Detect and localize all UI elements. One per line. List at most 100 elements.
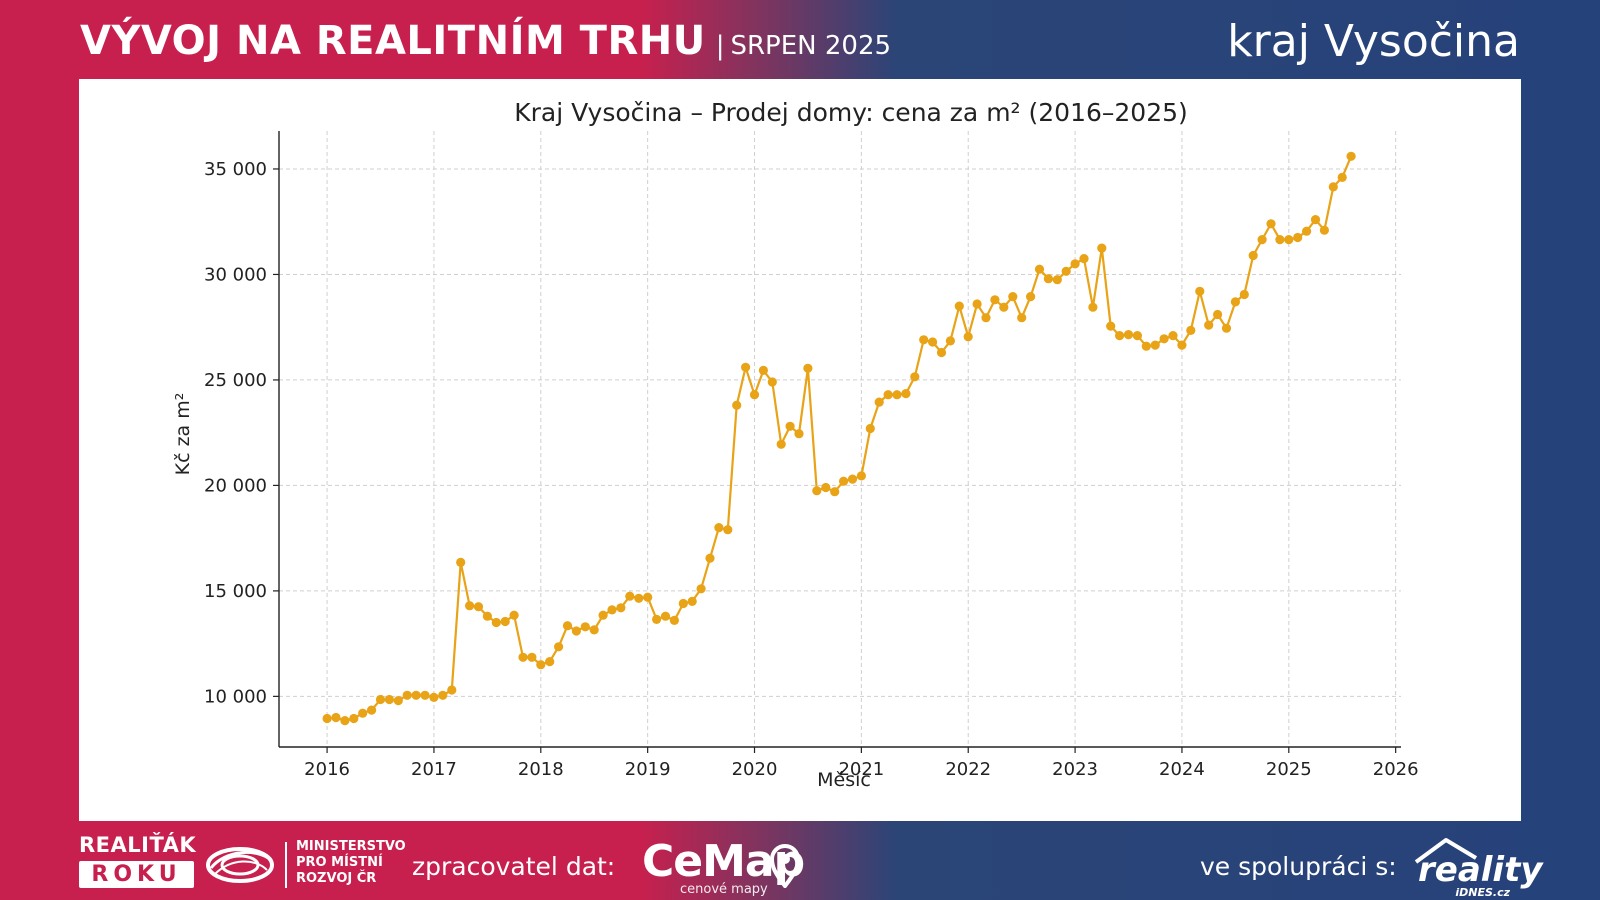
data-point — [580, 622, 590, 632]
ministry-line-2: PRO MÍSTNÍ — [296, 855, 383, 870]
data-point — [1052, 275, 1062, 285]
y-tick-label: 15 000 — [204, 581, 267, 602]
region-label: kraj Vysočina — [1227, 16, 1520, 67]
data-point — [1346, 151, 1356, 161]
data-point — [1337, 172, 1347, 182]
data-point — [794, 429, 804, 439]
ministry-divider — [285, 842, 287, 888]
data-point — [669, 615, 680, 626]
data-point — [1302, 226, 1312, 236]
data-point — [643, 592, 653, 602]
chart-title: Kraj Vysočina – Prodej domy: cena za m² … — [514, 98, 1188, 127]
x-tick-label: 2017 — [411, 759, 457, 780]
data-point — [749, 390, 760, 400]
axes-layer — [278, 131, 1401, 748]
data-point — [1230, 297, 1240, 307]
data-point — [447, 685, 457, 695]
data-point — [1088, 302, 1098, 312]
ministry-line-1: MINISTERSTVO — [296, 839, 406, 854]
page-title: VÝVOJ NA REALITNÍM TRHU — [80, 18, 706, 64]
data-point — [847, 474, 858, 484]
cooperation-label: ve spolupráci s: — [1200, 852, 1397, 881]
data-point — [954, 301, 964, 311]
data-point — [1097, 243, 1107, 253]
data-point — [1115, 331, 1125, 341]
data-point — [1275, 235, 1285, 245]
map-pin-icon — [770, 844, 800, 888]
data-point — [803, 363, 813, 373]
data-point — [536, 660, 546, 670]
data-point — [509, 610, 519, 620]
data-point — [687, 596, 697, 607]
x-tick-label: 2019 — [625, 759, 671, 780]
data-point — [322, 713, 332, 724]
reality-name: reality — [1418, 850, 1543, 890]
data-point — [1132, 331, 1142, 341]
data-point — [821, 482, 831, 493]
data-point — [500, 616, 510, 627]
data-point — [1248, 250, 1258, 261]
data-point — [1221, 323, 1232, 333]
reality-idnes-logo[interactable]: reality iDNES.cz — [1412, 836, 1543, 899]
data-point — [554, 642, 564, 652]
cemap-tagline: cenové mapy — [680, 882, 768, 897]
data-point — [393, 696, 403, 706]
data-point — [402, 690, 412, 700]
data-point — [1239, 289, 1249, 300]
data-point — [839, 476, 849, 486]
realitak-logo-bottom: ROKU — [79, 861, 194, 888]
data-point — [571, 626, 581, 636]
data-point — [1150, 340, 1160, 350]
data-point — [723, 525, 733, 535]
data-point — [527, 652, 537, 662]
data-point — [375, 694, 386, 705]
data-point — [883, 390, 893, 400]
data-point — [1293, 232, 1303, 243]
reality-domain: iDNES.cz — [1455, 886, 1510, 899]
data-point — [660, 611, 671, 621]
data-point — [625, 591, 635, 601]
y-tick-label: 25 000 — [204, 370, 267, 391]
data-point — [1266, 219, 1276, 229]
data-point — [1168, 331, 1178, 341]
data-point — [856, 471, 867, 481]
series-line — [326, 155, 1353, 722]
data-point — [714, 523, 724, 533]
data-point — [963, 332, 973, 342]
ministry-name: MINISTERSTVO PRO MÍSTNÍ ROZVOJ ČR — [296, 839, 416, 887]
data-point — [1034, 264, 1045, 274]
data-point — [1213, 309, 1223, 320]
data-point — [678, 598, 688, 609]
realitak-roku-logo[interactable]: REALIŤÁK ROKU — [79, 833, 196, 888]
x-tick-label: 2016 — [304, 759, 350, 780]
chart-panel: 2016 2017 2018 2019 2020 2021 2022 2023 2024 2025… — [79, 79, 1521, 821]
data-point — [349, 713, 359, 724]
ministry-line-3: ROZVOJ ČR — [296, 871, 377, 886]
data-point — [705, 553, 715, 563]
x-axis-label: Měsíc — [817, 769, 871, 791]
data-point — [1123, 330, 1134, 340]
data-point — [901, 389, 911, 399]
data-point — [758, 365, 769, 375]
data-point — [1186, 325, 1196, 335]
data-point — [892, 390, 902, 400]
footer-bar: REALIŤÁK ROKU MINISTERSTVO PRO MÍSTNÍ RO… — [0, 830, 1600, 900]
data-point — [518, 652, 528, 662]
data-point — [1026, 292, 1036, 302]
data-point — [367, 705, 377, 715]
data-point — [981, 313, 991, 323]
y-tick-label: 10 000 — [204, 686, 267, 707]
data-point — [1008, 292, 1018, 302]
data-point — [545, 657, 555, 667]
data-point — [1141, 341, 1151, 351]
data-point — [340, 716, 350, 726]
data-point — [972, 299, 982, 309]
data-point — [589, 625, 599, 635]
title-separator: | — [715, 31, 725, 61]
data-point — [1195, 286, 1205, 296]
data-point — [331, 712, 341, 723]
y-tick-label: 20 000 — [204, 475, 267, 496]
data-point — [1070, 259, 1080, 269]
data-point — [1284, 235, 1294, 245]
data-point — [767, 377, 777, 387]
